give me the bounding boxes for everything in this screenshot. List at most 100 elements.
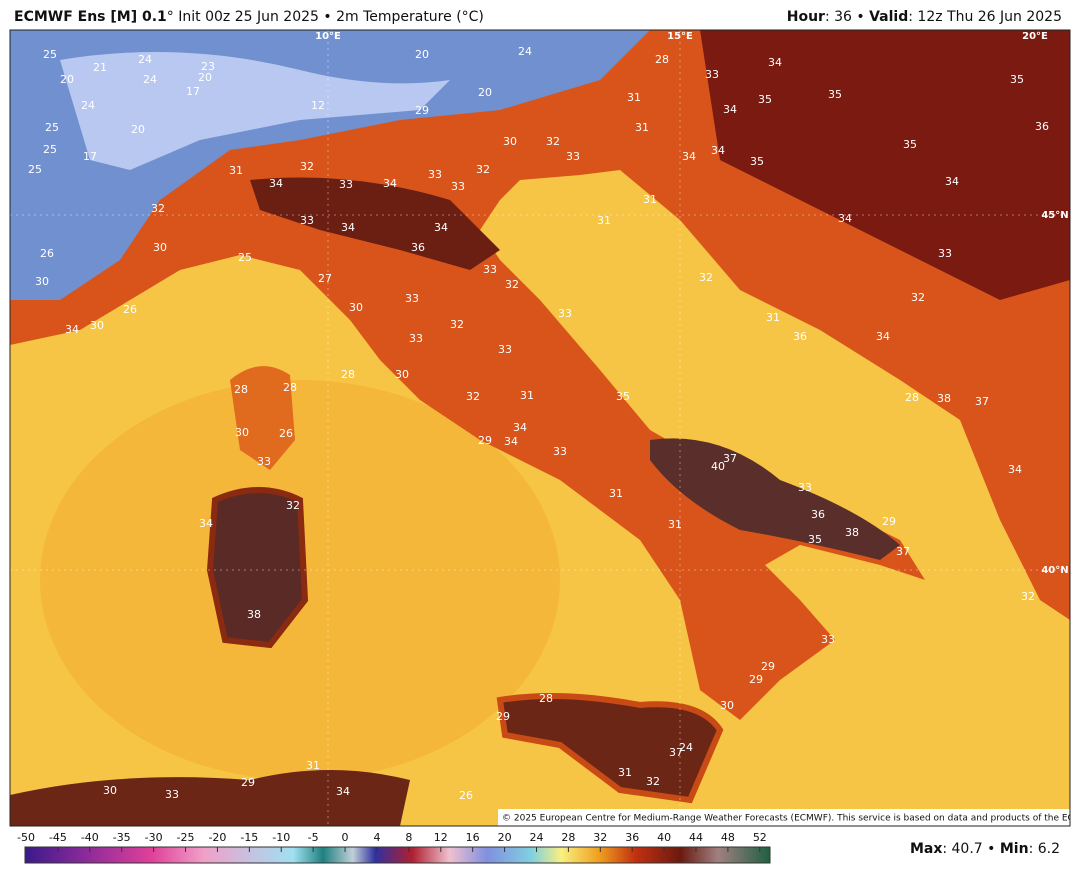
temperature-label: 33 (938, 247, 952, 260)
temperature-label: 24 (143, 73, 157, 86)
temperature-label: 32 (505, 278, 519, 291)
temperature-label: 33 (566, 150, 580, 163)
temperature-label: 31 (618, 766, 632, 779)
temperature-label: 30 (235, 426, 249, 439)
valid-value: : 12z Thu 26 Jun 2025 (908, 9, 1062, 25)
temperature-label: 36 (411, 241, 425, 254)
colorbar-tick-label: 20 (498, 831, 512, 844)
temperature-label: 32 (286, 499, 300, 512)
colorbar-tick-label: 40 (657, 831, 671, 844)
coordinate-label: 20°E (1022, 31, 1048, 42)
temperature-label: 20 (198, 71, 212, 84)
temperature-label: 31 (668, 518, 682, 531)
temperature-label: 34 (945, 175, 959, 188)
temperature-label: 28 (341, 368, 355, 381)
max-label: Max (910, 841, 942, 857)
header-left: ECMWF Ens [M] 0.1° Init 00z 25 Jun 2025 … (14, 9, 484, 25)
temperature-label: 29 (241, 776, 255, 789)
temperature-label: 40 (711, 460, 725, 473)
temperature-label: 38 (845, 526, 859, 539)
max-value: : 40.7 • (942, 841, 1000, 857)
temperature-label: 25 (43, 48, 57, 61)
temperature-label: 24 (138, 53, 152, 66)
temperature-label: 35 (758, 93, 772, 106)
temperature-label: 26 (40, 247, 54, 260)
temperature-label: 33 (558, 307, 572, 320)
temperature-label: 20 (60, 73, 74, 86)
temperature-label: 35 (750, 155, 764, 168)
temperature-label: 31 (229, 164, 243, 177)
footer-stats: Max: 40.7 • Min: 6.2 (910, 841, 1060, 857)
colorbar-tick-label: 48 (721, 831, 735, 844)
temperature-label: 28 (655, 53, 669, 66)
temperature-label: 29 (882, 515, 896, 528)
temperature-label: 26 (279, 427, 293, 440)
colorbar-ticks: -50 -45 -40 -35 -30 -25 -20 -15 -10 -5 0 4 8 12 16 20 24… (17, 831, 767, 852)
colorbar-tick-label: 44 (689, 831, 703, 844)
temperature-label: 33 (339, 178, 353, 191)
alps-cold (60, 52, 450, 170)
temperature-label: 25 (28, 163, 42, 176)
temperature-label: 34 (513, 421, 527, 434)
min-label: Min (1000, 841, 1029, 857)
temperature-label: 32 (546, 135, 560, 148)
temperature-label: 31 (609, 487, 623, 500)
min-value: : 6.2 (1029, 841, 1060, 857)
colorbar-tick-label: 0 (342, 831, 349, 844)
colorbar-tick-label: 8 (405, 831, 412, 844)
temperature-label: 36 (1035, 120, 1049, 133)
model: ECMWF Ens [M] 0.1 (14, 9, 167, 25)
temperature-label: 30 (153, 241, 167, 254)
coordinate-label: 40°N (1041, 565, 1068, 576)
temperature-label: 30 (103, 784, 117, 797)
coordinate-label: 15°E (667, 31, 693, 42)
temperature-label: 34 (504, 435, 518, 448)
temperature-label: 32 (646, 775, 660, 788)
colorbar-tick-label: -40 (81, 831, 99, 844)
temperature-label: 28 (539, 692, 553, 705)
temperature-label: 32 (911, 291, 925, 304)
temperature-label: 23 (201, 60, 215, 73)
temperature-label: 34 (383, 177, 397, 190)
temperature-label: 30 (35, 275, 49, 288)
temperature-label: 38 (247, 608, 261, 621)
colorbar-tick-label: 28 (561, 831, 575, 844)
temperature-label: 33 (405, 292, 419, 305)
temperature-label: 33 (498, 343, 512, 356)
temperature-label: 34 (768, 56, 782, 69)
sardinia (206, 487, 309, 649)
temperature-label: 34 (336, 785, 350, 798)
temperature-label: 31 (306, 759, 320, 772)
temperature-label: 33 (409, 332, 423, 345)
temperature-label: 17 (83, 150, 97, 163)
temperature-label: 32 (450, 318, 464, 331)
temperature-label: 33 (165, 788, 179, 801)
colorbar-tick-label: 32 (593, 831, 607, 844)
valid-label: Valid (869, 9, 908, 25)
colorbar-tick-label: 24 (529, 831, 543, 844)
temperature-label: 27 (318, 272, 332, 285)
temperature-label: 17 (186, 85, 200, 98)
puglia-hot (650, 438, 900, 560)
colorbar-tick-label: 12 (434, 831, 448, 844)
colorbar-tick-label: -30 (145, 831, 163, 844)
colorbar-tick-label: 52 (753, 831, 767, 844)
africa-hot (10, 770, 410, 826)
temperature-label: 30 (395, 368, 409, 381)
po-valley-hot (250, 177, 500, 270)
temperature-label: 33 (483, 263, 497, 276)
temperature-label: 34 (199, 517, 213, 530)
temperature-label: 37 (975, 395, 989, 408)
temperature-label: 31 (627, 91, 641, 104)
temperature-label: 34 (341, 221, 355, 234)
temperature-label: 34 (1008, 463, 1022, 476)
temperature-label: 24 (81, 99, 95, 112)
temperature-label: 33 (553, 445, 567, 458)
temperature-label: 31 (520, 389, 534, 402)
header-right: Hour: 36 • Valid: 12z Thu 26 Jun 2025 (787, 9, 1062, 25)
temperature-label: 35 (1010, 73, 1024, 86)
temperature-label: 28 (905, 391, 919, 404)
temperature-label: 20 (415, 48, 429, 61)
temperature-label: 32 (151, 202, 165, 215)
temperature-label: 29 (761, 660, 775, 673)
